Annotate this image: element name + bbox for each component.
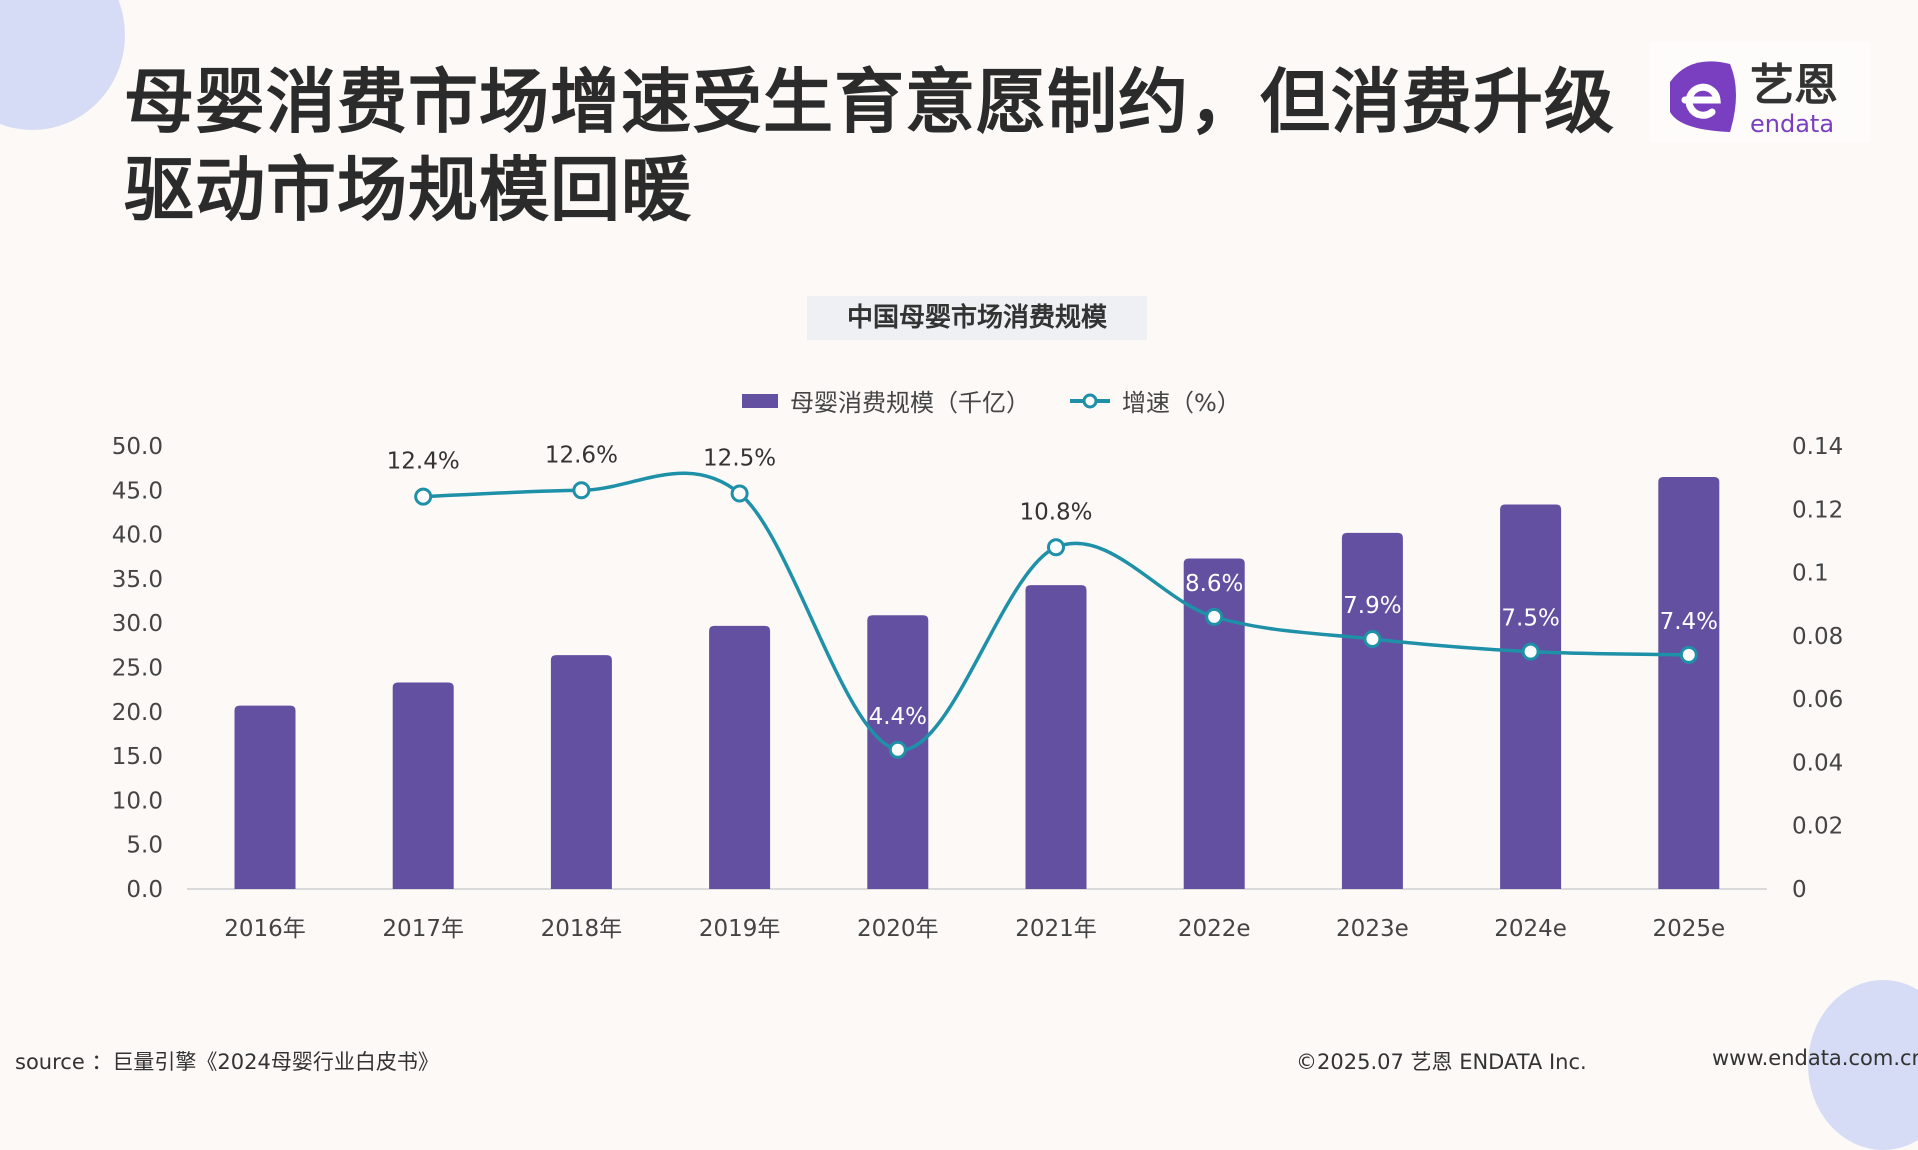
growth-data-label: 8.6% [1185, 571, 1243, 597]
left-axis-tick: 30.0 [112, 611, 163, 637]
growth-point [1521, 642, 1540, 661]
left-axis-tick: 20.0 [112, 700, 163, 726]
growth-point [414, 487, 433, 506]
bar [1341, 532, 1403, 889]
bar [709, 625, 771, 889]
growth-data-label: 12.4% [387, 449, 460, 475]
growth-data-label: 4.4% [869, 704, 927, 730]
growth-data-label: 12.6% [545, 442, 618, 468]
x-axis-tick: 2016年 [224, 916, 306, 942]
growth-data-label: 7.4% [1660, 609, 1718, 635]
legend-label-growth: 增速（%） [1122, 389, 1241, 417]
bar [1658, 477, 1720, 889]
left-axis-tick: 50.0 [112, 434, 163, 460]
right-axis-tick: 0.08 [1792, 624, 1843, 650]
chart-legend: 母婴消费规模（千亿） 增速（%） [742, 383, 1241, 418]
growth-point [1205, 607, 1224, 626]
bar [550, 655, 612, 889]
x-axis-tick: 2022e [1178, 916, 1251, 942]
copyright: ©2025.07 艺恩 ENDATA Inc. [1296, 1050, 1587, 1074]
left-axis-tick: 45.0 [112, 478, 163, 504]
x-axis-tick: 2018年 [541, 916, 623, 942]
right-axis-tick: 0.06 [1792, 687, 1843, 713]
x-axis-tick: 2017年 [382, 916, 464, 942]
growth-data-label: 12.5% [703, 445, 776, 471]
growth-data-label: 7.9% [1343, 593, 1401, 619]
endata-logo: 艺恩 endata [1650, 42, 1870, 142]
growth-point [1679, 645, 1698, 664]
chart-plot: 0.0 5.0 10.0 15.0 20.0 25.0 30.0 35.0 40.0 45.0 50… [112, 434, 1843, 942]
x-axis-tick: 2021年 [1015, 916, 1097, 942]
left-axis-tick: 25.0 [112, 656, 163, 682]
right-axis-tick: 0.04 [1792, 750, 1843, 776]
growth-point [572, 481, 591, 500]
growth-data-label: 10.8% [1019, 499, 1092, 525]
right-axis-tick: 0 [1792, 877, 1807, 903]
x-axis-tick: 2025e [1652, 916, 1725, 942]
growth-point [1047, 538, 1065, 557]
bar [234, 705, 296, 889]
growth-data-label: 7.5% [1501, 606, 1559, 632]
growth-point [730, 484, 749, 503]
bar [1500, 504, 1562, 889]
bar [1183, 558, 1245, 889]
page-title: 母婴消费市场增速受生育意愿制约，但消费升级驱动市场规模回暖 [124, 61, 1615, 231]
left-axis-tick: 0.0 [126, 877, 163, 903]
left-axis-tick: 40.0 [112, 523, 163, 549]
growth-line [423, 471, 1689, 752]
left-axis-tick: 15.0 [112, 744, 163, 770]
left-axis-tick: 5.0 [126, 833, 163, 859]
x-axis-tick: 2023e [1336, 916, 1409, 942]
left-axis-tick: 10.0 [112, 788, 163, 814]
x-axis-tick: 2020年 [857, 916, 939, 942]
right-axis-tick: 0.1 [1792, 561, 1829, 587]
right-axis-tick: 0.02 [1792, 814, 1843, 840]
right-axis-tick: 0.14 [1792, 434, 1843, 460]
legend-bar-swatch [742, 393, 778, 408]
x-axis-tick: 2019年 [699, 916, 781, 942]
svg-text:艺恩: 艺恩 [1750, 60, 1838, 111]
growth-point [1363, 630, 1382, 649]
legend-label-scale: 母婴消费规模（千亿） [790, 389, 1030, 417]
svg-text:endata: endata [1750, 110, 1834, 138]
bar [1025, 585, 1087, 889]
right-axis-tick: 0.12 [1792, 497, 1843, 523]
left-axis-tick: 35.0 [112, 567, 163, 593]
x-axis-tick: 2024e [1494, 916, 1567, 942]
bar [392, 682, 454, 889]
source-note: source ：巨量引擎《2024母婴行业白皮书》 [15, 1050, 439, 1074]
website: www.endata.com.cn [1712, 1046, 1918, 1070]
growth-point [888, 740, 907, 759]
legend-line-swatch [1070, 393, 1110, 408]
chart-title: 中国母婴市场消费规模 [807, 296, 1147, 340]
